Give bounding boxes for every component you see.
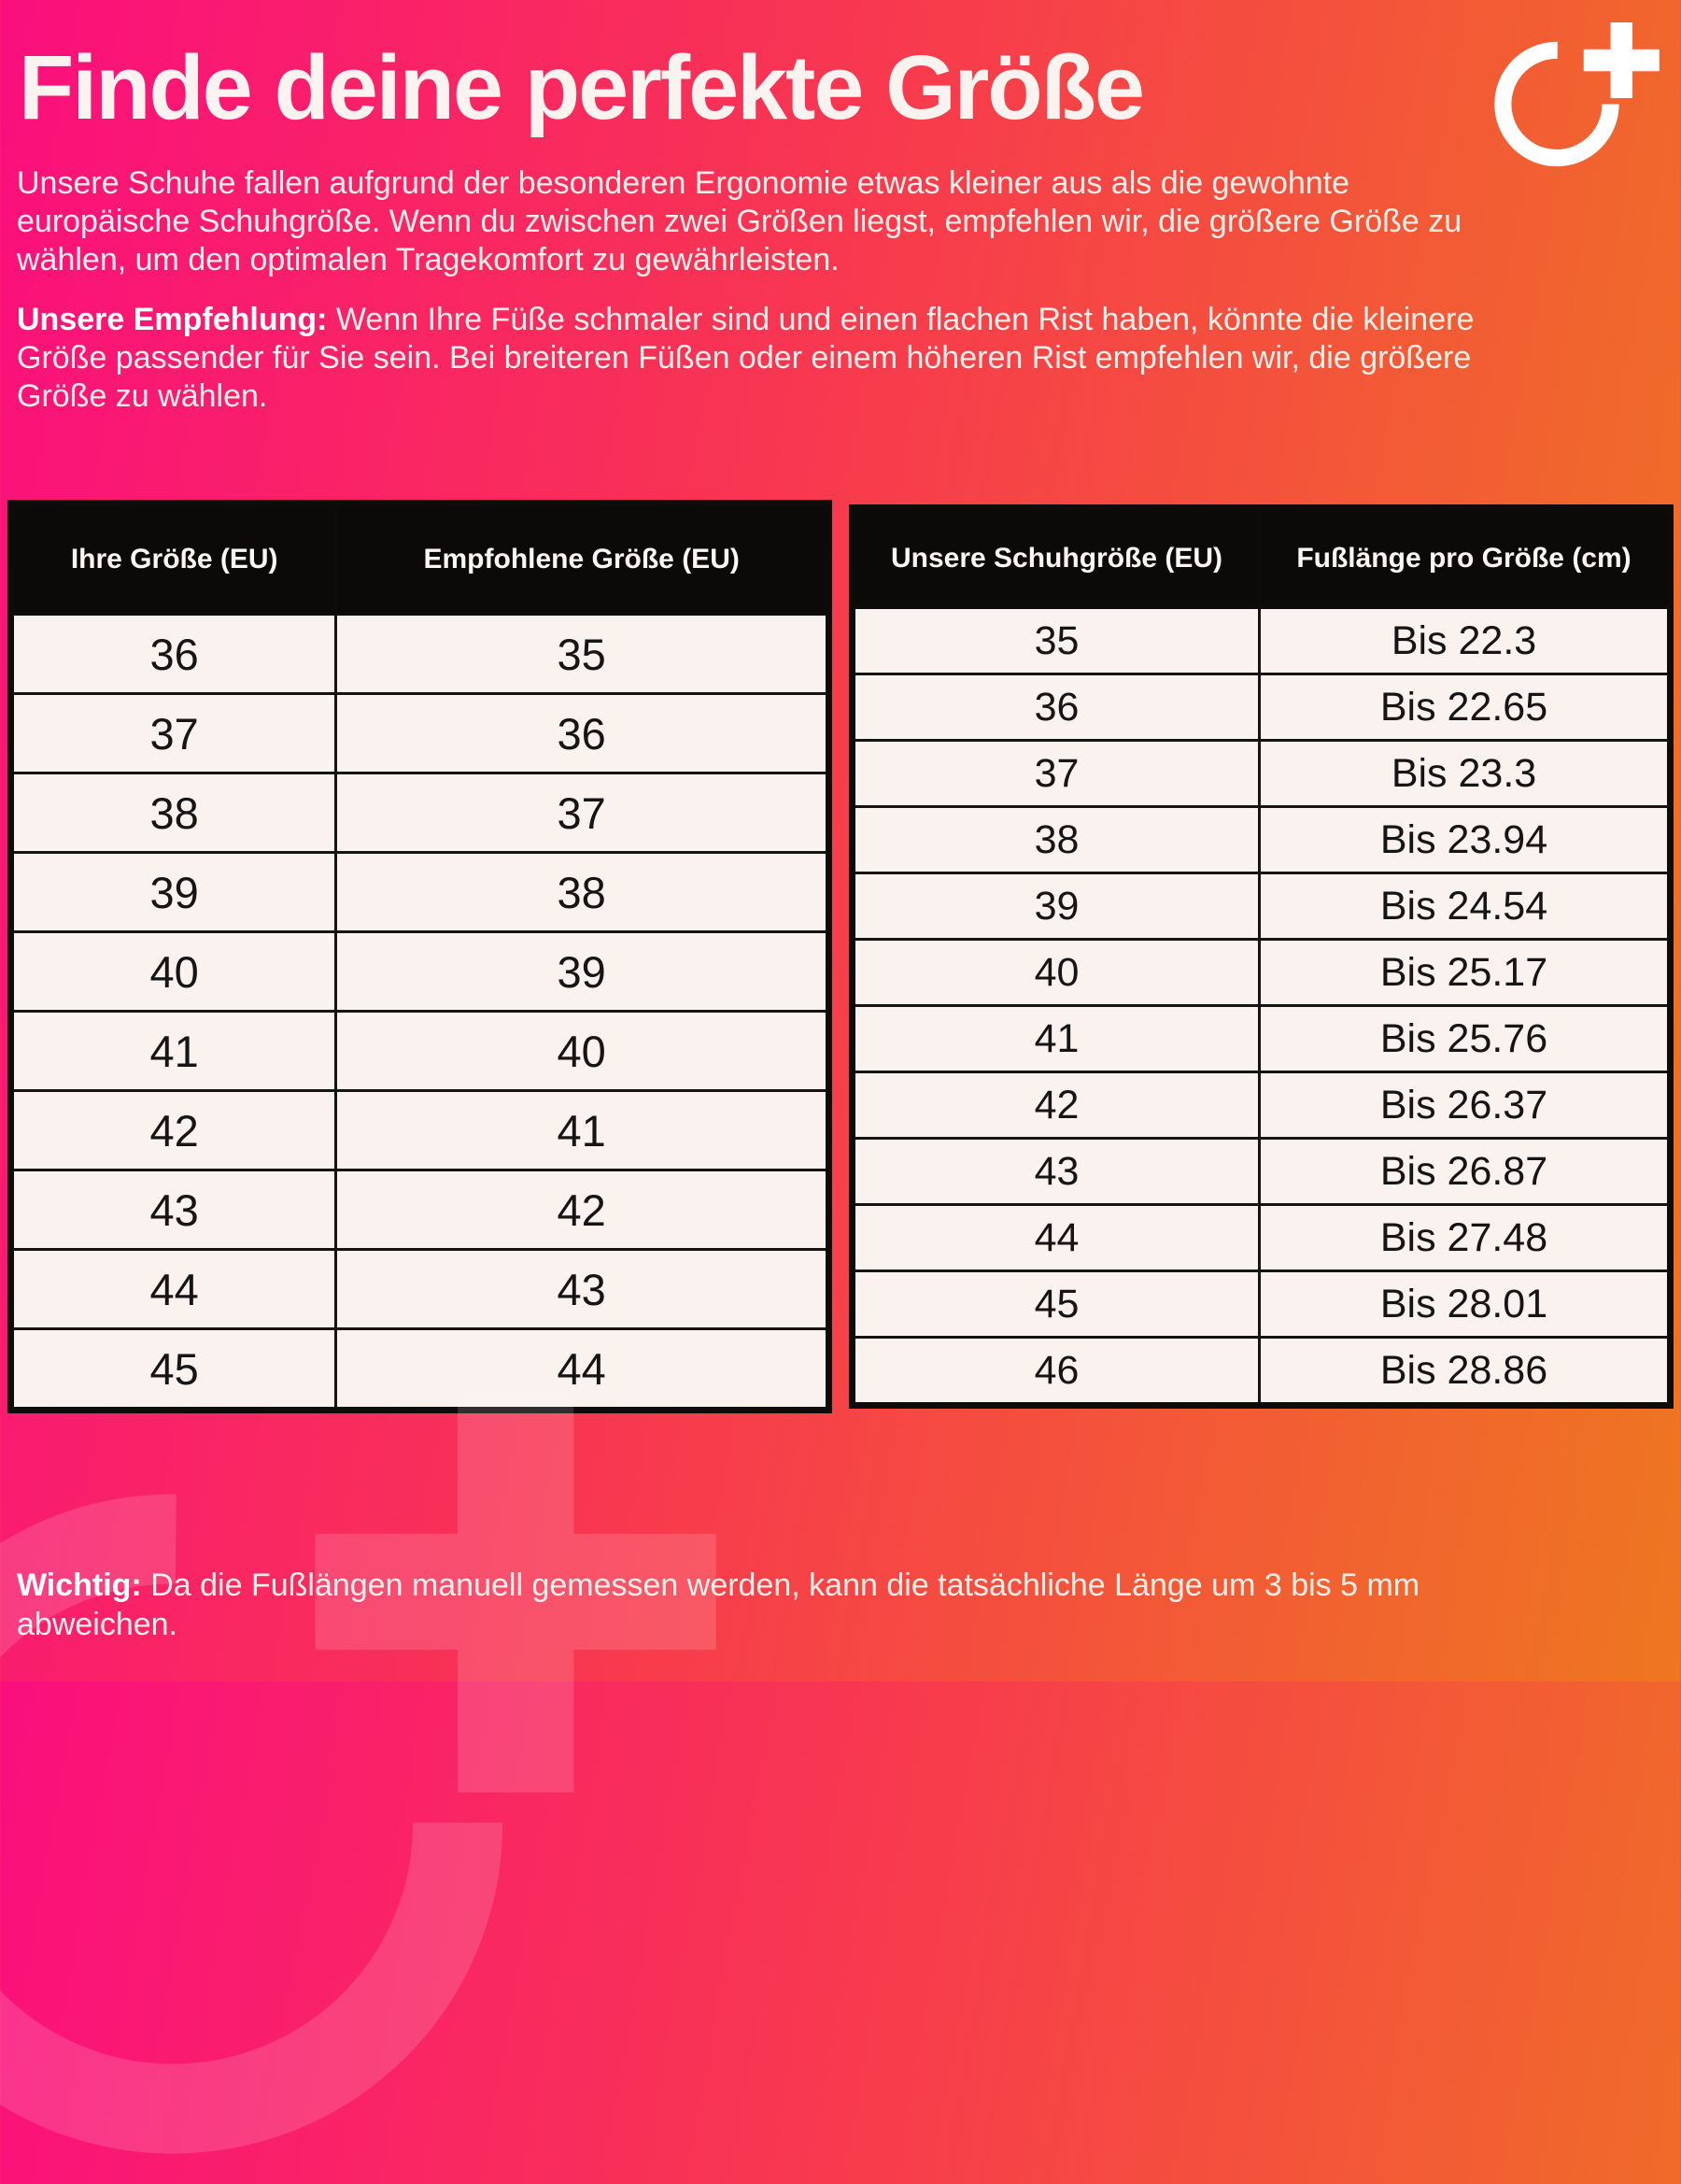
page-title: Finde deine perfekte Größe	[19, 36, 1145, 138]
table-cell: 43	[8, 1169, 338, 1251]
table-cell: 39	[334, 930, 830, 1013]
table-row: 36 Bis 22.65	[851, 673, 1672, 742]
table-cell: Bis 26.87	[1258, 1137, 1672, 1206]
table-row: 45 44	[8, 1327, 830, 1411]
table-cell: 42	[334, 1169, 830, 1251]
intro-paragraph: Unsere Schuhe fallen aufgrund der besond…	[17, 165, 1462, 277]
table-row: 42 41	[8, 1089, 830, 1171]
table-cell: Bis 23.3	[1258, 739, 1672, 808]
table-row: 37 36	[8, 692, 830, 774]
table-row: 41 Bis 25.76	[851, 1004, 1672, 1073]
important-note: Wichtig: Da die Fußlängen manuell gemess…	[17, 1566, 1483, 1644]
table-cell: Bis 25.76	[1258, 1004, 1672, 1073]
table-cell: 35	[334, 613, 830, 695]
table-cell: 38	[851, 805, 1261, 874]
circle-plus-logo-icon	[1494, 22, 1660, 167]
table-cell: 40	[851, 938, 1261, 1007]
foot-length-table-header: Unsere Schuhgröße (EU) Fußlänge pro Größe…	[851, 506, 1672, 609]
table-cell: 44	[334, 1327, 830, 1411]
table-cell: Bis 24.54	[1258, 872, 1672, 941]
column-header: Unsere Schuhgröße (EU)	[851, 506, 1261, 609]
table-row: 42 Bis 26.37	[851, 1071, 1672, 1140]
table-row: 36 35	[8, 613, 830, 695]
table-row: 44 Bis 27.48	[851, 1203, 1672, 1272]
important-note-label: Wichtig:	[17, 1567, 142, 1603]
table-cell: 37	[334, 772, 830, 854]
recommendation-label: Unsere Empfehlung:	[17, 302, 328, 337]
foot-length-table: Unsere Schuhgröße (EU) Fußlänge pro Größe…	[849, 504, 1674, 1409]
table-cell: 42	[851, 1071, 1261, 1140]
table-cell: 41	[334, 1089, 830, 1171]
recommendation-paragraph: Unsere Empfehlung: Wenn Ihre Füße schmal…	[17, 301, 1483, 416]
table-cell: 39	[8, 851, 338, 933]
table-row: 44 43	[8, 1248, 830, 1330]
table-row: 43 Bis 26.87	[851, 1137, 1672, 1206]
table-cell: 37	[8, 692, 338, 774]
table-cell: Bis 26.37	[1258, 1071, 1672, 1140]
table-row: 35 Bis 22.3	[851, 606, 1672, 675]
size-conversion-table: Ihre Größe (EU) Empfohlene Größe (EU) 36 3…	[7, 500, 832, 1413]
table-cell: 37	[851, 739, 1261, 808]
table-cell: 38	[8, 772, 338, 854]
table-cell: Bis 28.86	[1258, 1336, 1672, 1407]
table-cell: 43	[334, 1248, 830, 1330]
table-cell: Bis 22.3	[1258, 606, 1672, 675]
circle-plus-watermark-icon	[0, 1391, 716, 2154]
column-header: Empfohlene Größe (EU)	[334, 502, 830, 616]
table-cell: 41	[8, 1010, 338, 1092]
table-row: 40 Bis 25.17	[851, 938, 1672, 1007]
table-row: 43 42	[8, 1169, 830, 1251]
size-conversion-table-header: Ihre Größe (EU) Empfohlene Größe (EU)	[8, 502, 830, 616]
table-cell: Bis 23.94	[1258, 805, 1672, 874]
recommendation-body: Wenn Ihre Füße schmaler sind und einen f…	[17, 302, 1475, 414]
table-cell: 39	[851, 872, 1261, 941]
table-cell: 41	[851, 1004, 1261, 1073]
table-cell: Bis 28.01	[1258, 1269, 1672, 1339]
table-row: 46 Bis 28.86	[851, 1336, 1672, 1407]
table-cell: 36	[851, 673, 1261, 742]
table-row: 38 Bis 23.94	[851, 805, 1672, 874]
column-header: Ihre Größe (EU)	[8, 502, 338, 616]
table-cell: Bis 27.48	[1258, 1203, 1672, 1272]
table-cell: 44	[8, 1248, 338, 1330]
table-cell: 44	[851, 1203, 1261, 1272]
table-row: 39 38	[8, 851, 830, 933]
table-cell: 46	[851, 1336, 1261, 1407]
important-note-body: Da die Fußlängen manuell gemessen werden…	[17, 1567, 1420, 1642]
table-row: 37 Bis 23.3	[851, 739, 1672, 808]
table-cell: 38	[334, 851, 830, 933]
table-cell: 36	[8, 613, 338, 695]
table-row: 45 Bis 28.01	[851, 1269, 1672, 1339]
table-cell: 40	[8, 930, 338, 1013]
table-row: 40 39	[8, 930, 830, 1013]
table-cell: 45	[851, 1269, 1261, 1339]
column-header: Fußlänge pro Größe (cm)	[1258, 506, 1672, 609]
table-cell: 43	[851, 1137, 1261, 1206]
table-row: 39 Bis 24.54	[851, 872, 1672, 941]
table-cell: 35	[851, 606, 1261, 675]
table-cell: Bis 22.65	[1258, 673, 1672, 742]
table-cell: 45	[8, 1327, 338, 1411]
table-cell: Bis 25.17	[1258, 938, 1672, 1007]
table-cell: 42	[8, 1089, 338, 1171]
table-row: 41 40	[8, 1010, 830, 1092]
size-tables-section: Ihre Größe (EU) Empfohlene Größe (EU) 36 3…	[7, 500, 1674, 1413]
table-row: 38 37	[8, 772, 830, 854]
table-cell: 40	[334, 1010, 830, 1092]
table-cell: 36	[334, 692, 830, 774]
